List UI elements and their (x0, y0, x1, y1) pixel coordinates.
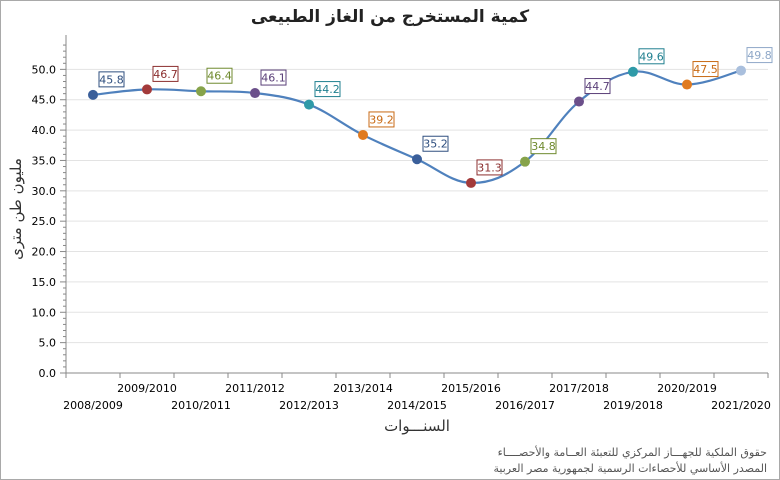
y-tick-labels: 0.0 5.0 10.0 15.0 20.0 25.0 30.0 35.0 40.0 45.0 50… (32, 63, 57, 380)
data-label-box (314, 81, 341, 98)
data-label-box (206, 67, 233, 84)
x-tick-label: 2012/2013 (279, 399, 339, 412)
data-point (736, 65, 746, 76)
data-point (142, 84, 152, 95)
data-label: 44.2 (315, 83, 340, 96)
data-point (574, 96, 584, 107)
data-point (250, 88, 260, 99)
y-tick-label: 0.0 (39, 367, 57, 380)
x-tick-label: 2015/2016 (441, 382, 501, 395)
x-tick-label: 2009/2010 (117, 382, 177, 395)
data-label: 49.6 (639, 50, 664, 63)
x-tick-label: 2014/2015 (387, 399, 447, 412)
footnote-source: المصدر الأساسي للأحصاءات الرسمية لجمهوري… (493, 462, 767, 475)
x-tick-label: 2020/2019 (657, 382, 717, 395)
data-label-box (476, 159, 503, 176)
x-tick-label: 2011/2012 (225, 382, 285, 395)
data-label: 46.7 (153, 68, 178, 81)
x-tick-label: 2021/2020 (711, 399, 771, 412)
plot-background (66, 39, 768, 373)
x-tick-label: 2010/2011 (171, 399, 231, 412)
data-point (88, 89, 98, 100)
data-label: 39.2 (369, 113, 394, 126)
data-label: 31.3 (477, 161, 502, 174)
data-label: 49.8 (747, 49, 772, 62)
x-axis-title: السنـــوات (384, 417, 450, 435)
data-points (88, 65, 746, 188)
y-tick-label: 40.0 (32, 124, 57, 137)
data-label-box (368, 111, 395, 128)
y-tick-label: 5.0 (39, 337, 57, 350)
data-label-box (692, 61, 719, 78)
data-label-box (584, 78, 611, 95)
data-label-box (260, 69, 287, 86)
x-tick-label: 2017/2018 (549, 382, 609, 395)
data-label: 46.1 (261, 72, 286, 85)
footnote-copyright: حقوق الملكية للجهـــاز المركزي للتعبئة ا… (497, 446, 767, 459)
x-tick-labels: 2008/2009 2009/2010 2010/2011 2011/2012 2012… (63, 382, 771, 412)
data-label-box (638, 48, 665, 65)
y-tick-label: 45.0 (32, 94, 57, 107)
data-point (466, 177, 476, 188)
data-label: 44.7 (585, 80, 610, 93)
data-point (358, 129, 368, 140)
data-label: 46.4 (207, 70, 232, 83)
y-tick-label: 25.0 (32, 215, 57, 228)
y-tick-label: 20.0 (32, 246, 57, 259)
x-tick-label: 2013/2014 (333, 382, 393, 395)
data-label-box (422, 135, 449, 152)
gridlines (66, 68, 768, 374)
x-tick-label: 2016/2017 (495, 399, 555, 412)
x-tick-label: 2008/2009 (63, 399, 123, 412)
data-point (304, 99, 314, 110)
data-labels: 45.8 46.7 46.4 46.1 44.2 39.2 35.2 31.3 34.8 44.7… (98, 47, 773, 176)
x-tick-label: 2019/2018 (603, 399, 663, 412)
axes (60, 35, 769, 378)
data-point (520, 156, 530, 167)
y-tick-label: 30.0 (32, 185, 57, 198)
data-label-box (530, 138, 557, 155)
y-tick-label: 35.0 (32, 154, 57, 167)
data-label-box (98, 71, 125, 88)
y-tick-label: 50.0 (32, 63, 57, 76)
plot-area (66, 39, 768, 373)
data-point (682, 79, 692, 90)
y-axis-title: مليون طن مترى (7, 158, 25, 260)
chart-title: كمية المستخرج من الغاز الطبيعى (251, 7, 529, 27)
data-point (196, 86, 206, 97)
y-tick-label: 10.0 (32, 306, 57, 319)
data-label-box (746, 47, 773, 64)
data-label: 35.2 (423, 138, 448, 151)
data-point (628, 66, 638, 77)
data-point (412, 154, 422, 165)
data-label-box (152, 65, 179, 82)
data-label: 34.8 (531, 140, 556, 153)
data-label: 47.5 (693, 63, 718, 76)
data-label: 45.8 (99, 73, 124, 86)
y-tick-label: 15.0 (32, 276, 57, 289)
